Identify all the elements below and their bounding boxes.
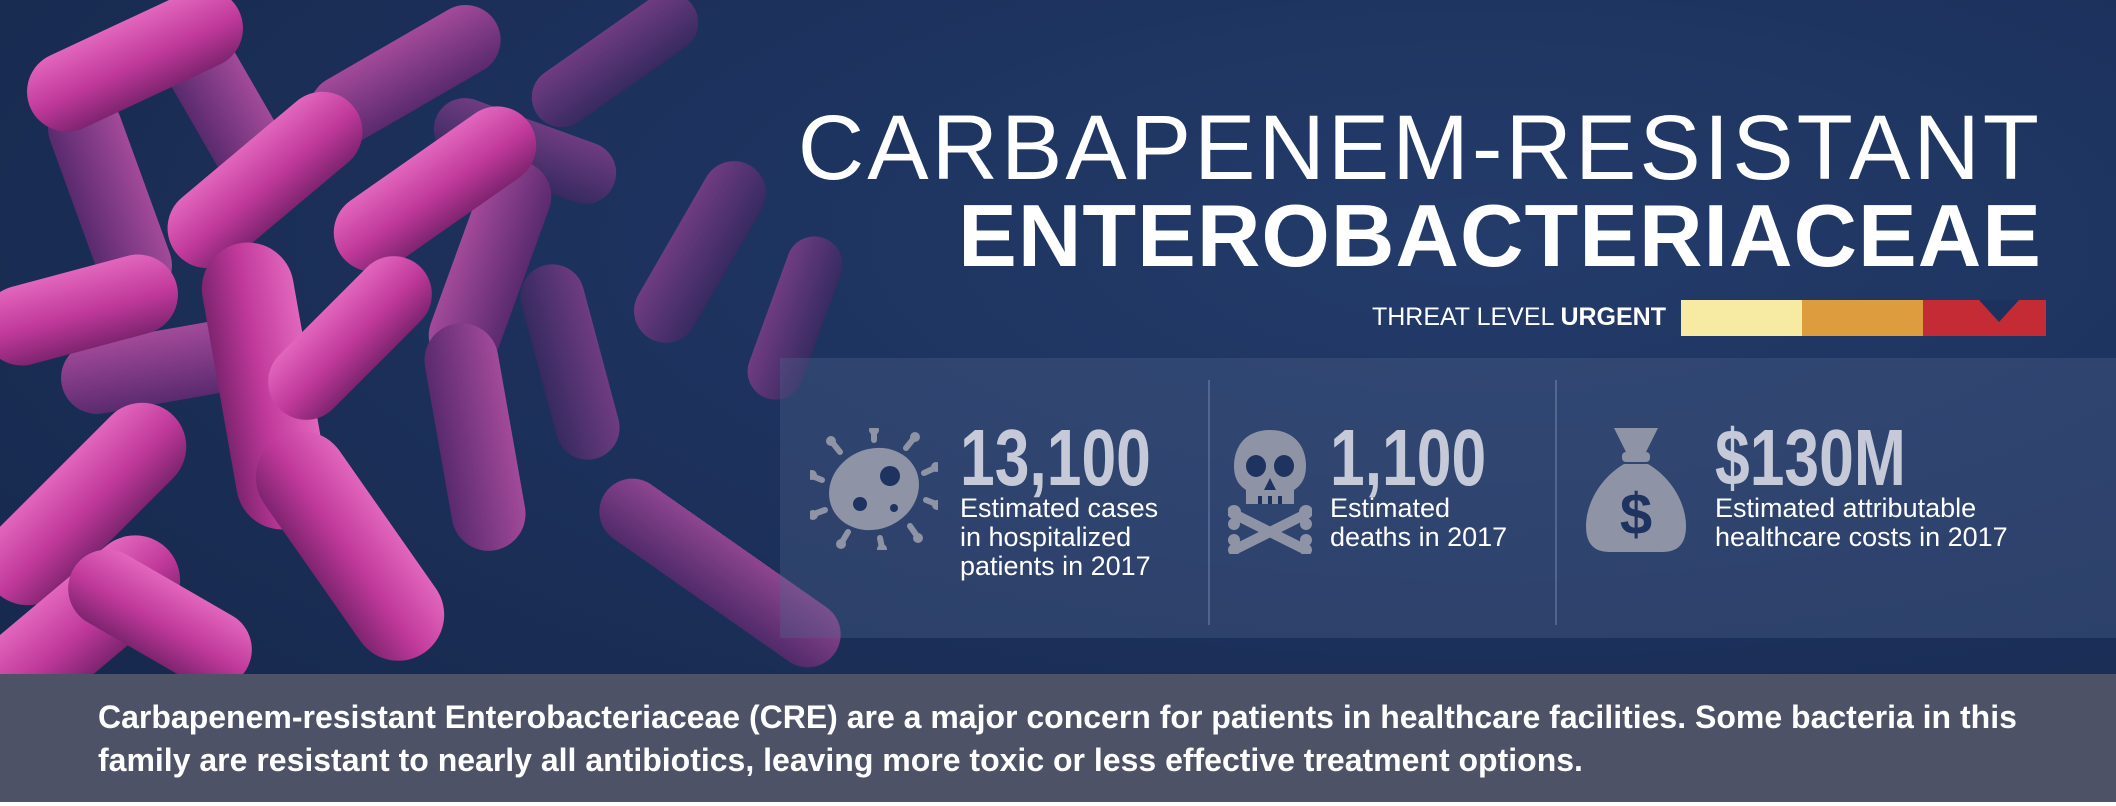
threat-label-text: THREAT LEVEL [1371, 303, 1554, 331]
stat-cases-number: 13,100 [960, 413, 1151, 502]
caption-text: Carbapenem-resistant Enterobacteriaceae … [98, 699, 2017, 778]
stat-deaths-number: 1,100 [1330, 413, 1487, 502]
germ-icon [810, 428, 938, 550]
stat-deaths-description: Estimated deaths in 2017 [1330, 493, 1508, 552]
threat-bar-low [1681, 300, 1802, 336]
stats-panel [780, 358, 2116, 638]
threat-bar-medium [1802, 300, 1923, 336]
title-line-1: CARBAPENEM-RESISTANT [797, 97, 2042, 199]
threat-level-value: URGENT [1560, 303, 1666, 331]
stat-cases-description: Estimated cases in hospitalized patients… [960, 493, 1159, 581]
svg-text:$: $ [1620, 482, 1652, 547]
bacteria-illustration [0, 0, 843, 735]
threat-level-bar [1681, 300, 2046, 336]
stat-costs-number: $130M [1715, 413, 1906, 502]
stat-costs-description: Estimated attributable healthcare costs … [1715, 493, 2008, 552]
stats-divider [1555, 380, 1557, 625]
caption-band [0, 674, 2116, 806]
money-bag-icon: $ [1586, 428, 1686, 552]
threat-indicator-arrow [1979, 300, 2019, 322]
stats-divider [1208, 380, 1210, 625]
title-line-2: ENTEROBACTERIACEAE [958, 186, 2042, 285]
threat-level-label: THREAT LEVEL URGENT [1372, 305, 1666, 330]
skull-crossbones-icon [1228, 430, 1312, 554]
